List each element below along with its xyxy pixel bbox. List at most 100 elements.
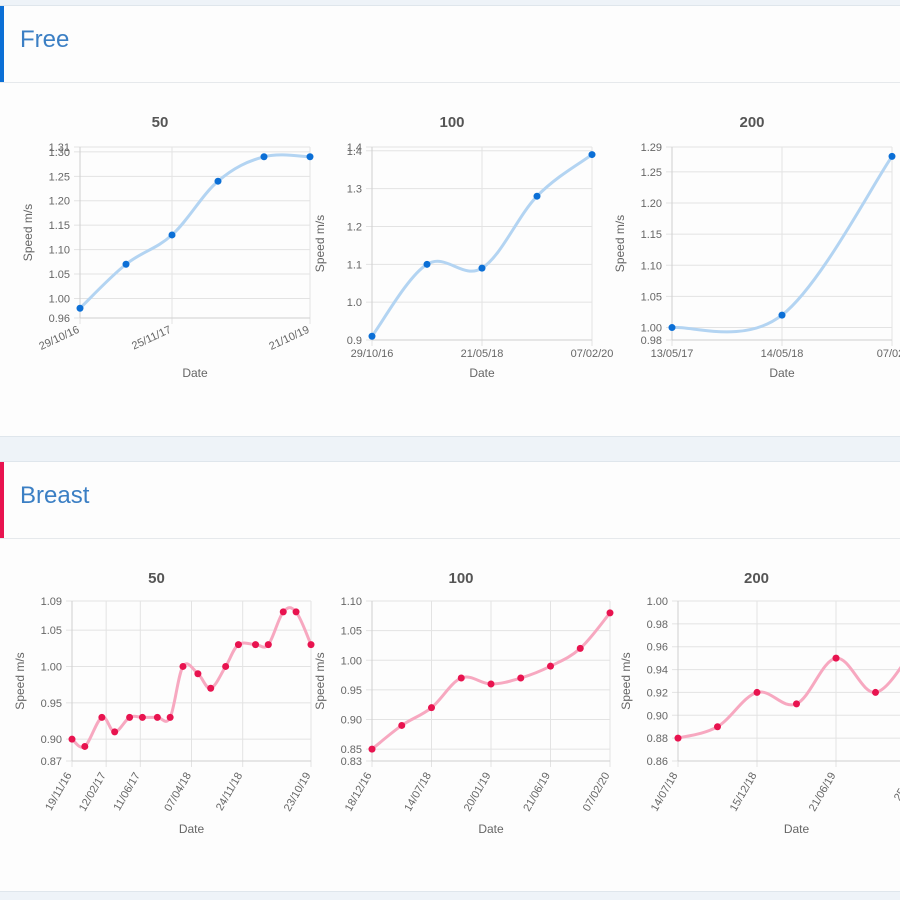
- breast-50-data-point: [81, 742, 89, 750]
- breast-50-data-point: [68, 735, 76, 743]
- free-50-y-tick-label: 1.31: [49, 142, 70, 154]
- free-50-y-tick-label: 1.15: [49, 220, 70, 232]
- free-50-data-point: [306, 153, 314, 161]
- free-200-series-line: [671, 155, 894, 334]
- breast-200-x-tick-label: 25/01/: [892, 770, 900, 803]
- breast-200-y-tick-label: 0.90: [647, 710, 668, 722]
- free-100-data-point: [423, 260, 431, 268]
- free-200-y-tick-label: 1.05: [641, 291, 662, 303]
- free-accent-bar: [0, 6, 4, 82]
- breast-200-y-tick-label: 0.88: [647, 733, 668, 745]
- breast-100-y-tick-label: 0.85: [341, 744, 362, 756]
- free-100-data-point: [368, 332, 376, 340]
- breast-50-x-tick-label: 23/10/19: [282, 771, 314, 814]
- breast-50-x-tick-label: 19/11/16: [43, 771, 74, 813]
- breast-50-y-axis-label: Speed m/s: [13, 652, 27, 709]
- free-200-y-tick-label: 1.15: [641, 229, 662, 241]
- free-50-y-tick-label: 0.96: [49, 313, 70, 325]
- free-50-data-point: [122, 260, 130, 268]
- free-100-y-tick-label: 1.4: [347, 142, 362, 154]
- free-100-y-tick-label: 1.2: [347, 221, 362, 233]
- free-200-y-tick-label: 0.98: [641, 335, 662, 347]
- breast-50-data-point: [194, 670, 202, 678]
- breast-50-data-point: [252, 641, 260, 649]
- free-panel-title: Free: [20, 26, 70, 53]
- breast-100-y-tick-label: 0.83: [341, 756, 362, 768]
- breast-50-data-point: [111, 728, 119, 736]
- breast-100-x-tick-label: 18/12/16: [343, 771, 375, 814]
- free-200-x-axis-label: Date: [769, 366, 795, 380]
- free-200-y-tick-label: 1.20: [641, 198, 662, 210]
- breast-200-x-axis-label: Date: [784, 822, 810, 836]
- breast-100-data-point: [368, 745, 376, 753]
- breast-50-y-tick-label: 0.87: [41, 756, 62, 768]
- breast-50-data-point: [153, 713, 161, 721]
- free-50-x-tick-label: 29/10/16: [37, 324, 81, 353]
- breast-50-data-point: [179, 662, 187, 670]
- breast-100-y-axis-label: Speed m/s: [313, 652, 327, 709]
- breast-200-data-point: [714, 723, 721, 731]
- breast-panel-header: Breast: [0, 462, 900, 539]
- breast-200-x-tick-label: 15/12/18: [728, 771, 760, 814]
- breast-50-x-tick-label: 12/02/17: [77, 771, 109, 814]
- breast-100-x-tick-label: 21/06/19: [521, 771, 553, 814]
- free-200-y-axis-label: Speed m/s: [613, 215, 627, 272]
- free-100-x-tick-label: 29/10/16: [351, 348, 394, 360]
- breast-100-data-point: [576, 644, 584, 652]
- breast-200-y-tick-label: 0.86: [647, 756, 668, 768]
- breast-200-data-point: [832, 654, 840, 662]
- breast-50-data-point: [98, 713, 106, 721]
- breast-50-data-point: [264, 641, 272, 649]
- free-100-data-point: [588, 151, 596, 159]
- free-100-chart-title: 100: [439, 114, 464, 131]
- breast-100-y-tick-label: 1.00: [341, 655, 362, 667]
- free-200-x-tick-label: 07/02/: [877, 348, 900, 360]
- breast-50-y-tick-label: 1.00: [41, 661, 62, 673]
- free-50-data-point: [214, 177, 222, 185]
- free-200-x-tick-label: 14/05/18: [761, 348, 804, 360]
- breast-100-chart-title: 100: [448, 570, 473, 587]
- breast-50-y-tick-label: 1.09: [41, 596, 62, 608]
- free-100-x-axis-label: Date: [469, 366, 495, 380]
- free-panel: Free: [0, 5, 900, 437]
- breast-50-y-tick-label: 0.90: [41, 734, 62, 746]
- breast-200-x-tick-label: 21/06/19: [807, 771, 839, 814]
- breast-50-x-axis-label: Date: [179, 822, 205, 836]
- free-200-data-point: [668, 324, 676, 332]
- breast-100-data-point: [606, 609, 614, 617]
- breast-100-x-tick-label: 20/01/19: [462, 771, 494, 814]
- breast-200-data-point: [674, 734, 682, 742]
- free-50-x-tick-label: 25/11/17: [130, 324, 173, 353]
- breast-200-chart-title: 200: [744, 570, 769, 587]
- free-200-x-tick-label: 13/05/17: [651, 348, 694, 360]
- breast-50-chart-title: 50: [148, 570, 165, 587]
- free-200-y-tick-label: 1.00: [641, 323, 662, 335]
- breast-100-x-tick-label: 07/02/20: [581, 771, 613, 814]
- breast-200-y-tick-label: 0.96: [647, 642, 668, 654]
- free-100-x-tick-label: 21/05/18: [461, 348, 504, 360]
- breast-100-y-tick-label: 1.05: [341, 626, 362, 638]
- breast-50-data-point: [126, 713, 134, 721]
- free-50-data-point: [76, 304, 84, 312]
- free-50-y-tick-label: 1.00: [49, 293, 70, 305]
- breast-100-x-tick-label: 14/07/18: [402, 771, 434, 814]
- breast-100-data-point: [428, 704, 435, 712]
- breast-200-y-tick-label: 1.00: [647, 596, 668, 608]
- free-200-y-tick-label: 1.25: [641, 167, 662, 179]
- breast-100-data-point: [547, 662, 554, 670]
- breast-50-y-tick-label: 0.95: [41, 698, 62, 710]
- breast-50-y-tick-label: 1.05: [41, 625, 62, 637]
- breast-100-data-point: [398, 721, 406, 729]
- free-100-data-point: [478, 264, 486, 272]
- breast-panel-title: Breast: [20, 482, 90, 509]
- breast-200-y-axis-label: Speed m/s: [619, 652, 633, 709]
- breast-50-data-point: [222, 662, 230, 670]
- breast-200-data-point: [793, 700, 800, 708]
- breast-200-data-point: [872, 688, 879, 696]
- breast-50-x-tick-label: 07/04/18: [162, 771, 194, 814]
- free-50-series-line: [78, 153, 311, 310]
- free-100-y-tick-label: 1.1: [347, 259, 362, 271]
- free-200-y-tick-label: 1.29: [641, 142, 662, 154]
- free-panel-header: Free: [0, 6, 900, 83]
